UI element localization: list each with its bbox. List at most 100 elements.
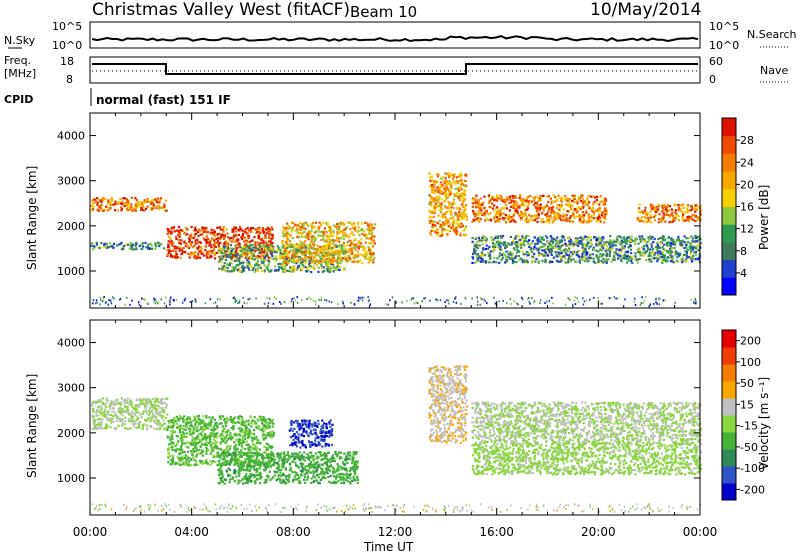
data-cell [693, 206, 696, 209]
data-cell [371, 231, 374, 234]
data-cell [165, 199, 168, 202]
data-cell [580, 242, 583, 245]
data-cell [544, 253, 547, 256]
data-cell [280, 263, 283, 266]
data-cell [643, 238, 646, 241]
data-cell [130, 196, 133, 199]
data-cell [446, 172, 449, 176]
data-cell [441, 175, 444, 178]
data-cell [246, 302, 248, 305]
data-cell [455, 213, 458, 216]
data-cell [547, 242, 550, 245]
data-cell [521, 212, 524, 215]
data-cell [183, 231, 186, 234]
data-cell [571, 303, 574, 306]
data-cell [540, 241, 543, 244]
data-cell [141, 399, 144, 402]
data-cell [320, 296, 323, 299]
data-cell [503, 201, 506, 204]
data-cell [301, 251, 304, 254]
data-cell [593, 200, 596, 203]
data-cell [681, 210, 684, 213]
data-cell [518, 250, 521, 253]
freq-tick-top: 18 [60, 55, 74, 68]
data-cell [110, 245, 114, 248]
data-cell [448, 182, 451, 185]
data-cell [546, 245, 549, 248]
data-cell [604, 199, 607, 202]
data-cell [500, 207, 503, 210]
data-cell [560, 206, 563, 209]
data-cell [662, 239, 665, 242]
data-cell [336, 227, 339, 230]
data-cell [337, 237, 340, 240]
data-cell [337, 250, 340, 254]
data-cell [664, 249, 667, 252]
beam-label: Beam 10 [350, 3, 417, 21]
data-cell [339, 221, 342, 224]
data-cell [337, 225, 340, 229]
data-cell [166, 413, 169, 416]
data-cell [570, 215, 573, 218]
data-cell [583, 214, 586, 217]
data-cell [150, 244, 153, 247]
data-cell [98, 411, 101, 414]
data-cell [653, 206, 656, 209]
data-cell [498, 300, 500, 303]
data-cell [598, 203, 601, 206]
data-cell [135, 206, 138, 209]
data-cell [91, 200, 94, 203]
data-cell [156, 419, 159, 422]
data-cell [590, 208, 593, 211]
data-cell [576, 202, 579, 205]
data-cell [203, 227, 206, 230]
data-cell [528, 296, 530, 299]
data-cell [123, 404, 127, 408]
data-cell [241, 265, 244, 268]
data-cell [670, 239, 673, 242]
data-cell [143, 199, 146, 202]
data-cell [215, 251, 218, 254]
data-cell [636, 218, 639, 221]
data-cell [695, 300, 697, 303]
data-cell [102, 414, 105, 417]
data-cell [320, 248, 323, 251]
data-cell [597, 241, 600, 244]
data-cell [288, 227, 291, 230]
data-cell [644, 240, 647, 243]
data-cell [338, 240, 341, 243]
data-cell [224, 266, 228, 269]
data-cell [433, 207, 437, 210]
data-cell [288, 258, 291, 261]
data-cell [673, 252, 676, 255]
data-cell [139, 203, 142, 206]
data-cell [99, 206, 102, 210]
data-cell [255, 297, 257, 300]
data-cell [538, 197, 541, 200]
data-cell [439, 226, 442, 229]
data-cell [296, 243, 299, 246]
data-cell [265, 254, 268, 257]
data-cell [326, 240, 329, 244]
data-cell [564, 248, 567, 251]
data-cell [471, 256, 475, 259]
data-cell [198, 250, 201, 253]
data-cell [674, 217, 678, 220]
data-cell [447, 201, 450, 204]
data-cell [317, 266, 320, 269]
data-cell [154, 410, 157, 413]
data-cell [522, 238, 525, 241]
data-cell [235, 240, 238, 243]
data-cell [283, 260, 286, 263]
data-cell [325, 258, 328, 261]
data-cell [446, 196, 449, 199]
data-cell [318, 261, 321, 265]
data-cell [307, 256, 310, 259]
data-cell [596, 218, 599, 221]
data-cell [604, 207, 607, 210]
data-cell [560, 200, 563, 203]
data-cell [190, 244, 193, 247]
data-cell [590, 253, 593, 256]
data-cell [584, 259, 587, 263]
data-cell [193, 244, 196, 248]
